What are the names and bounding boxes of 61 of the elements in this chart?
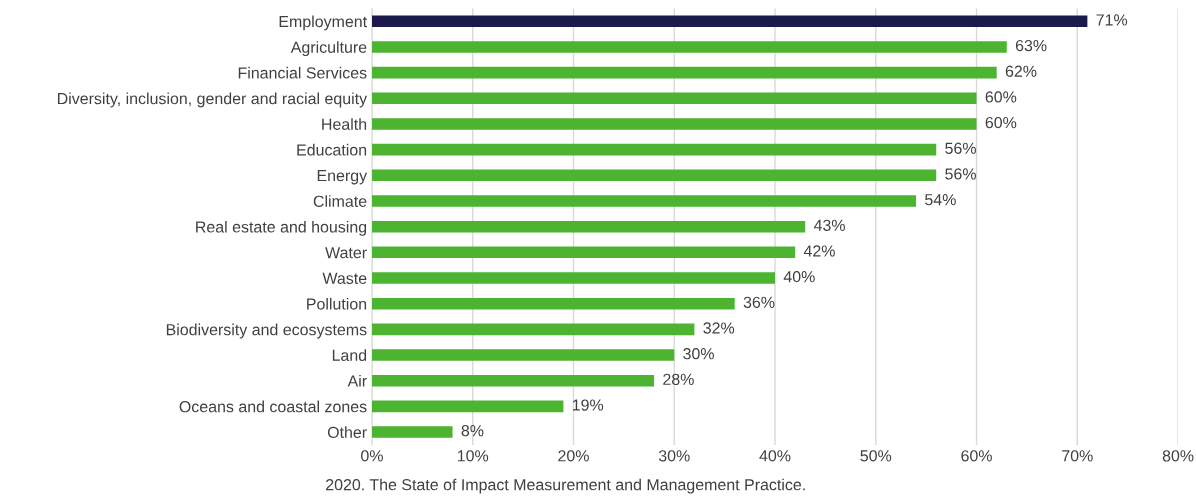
y-tick-label: Education — [297, 143, 367, 156]
bar — [371, 272, 776, 284]
y-tick-label: Biodiversity and ecosystems — [166, 323, 367, 339]
data-label: 8% — [461, 425, 484, 437]
data-label: 60% — [985, 91, 1017, 103]
y-tick-label: Health — [322, 118, 367, 130]
x-tick-label: 20% — [558, 450, 589, 462]
y-tick-label: Financial Services — [238, 66, 367, 79]
y-tick-label: Energy — [317, 170, 368, 185]
x-tick-label: 50% — [860, 450, 892, 462]
x-tick-label: 30% — [658, 450, 690, 462]
y-tick-label: Waste — [322, 272, 367, 284]
bar — [371, 323, 695, 336]
bar — [371, 297, 735, 310]
bar — [371, 220, 806, 233]
y-tick-label: Oceans and coastal zones — [179, 400, 367, 413]
bar — [371, 400, 564, 413]
x-tick-label: 40% — [759, 450, 791, 462]
bar — [371, 426, 453, 438]
y-tick-label: Air — [347, 374, 367, 387]
data-label: 28% — [663, 373, 694, 386]
x-tick-label: 10% — [457, 450, 489, 462]
data-label: 54% — [925, 194, 956, 206]
data-label: 19% — [572, 399, 604, 411]
data-label: 32% — [703, 322, 735, 334]
data-label: 60% — [985, 116, 1017, 129]
x-tick-label: 70% — [1062, 450, 1093, 462]
y-tick-label: Real estate and housing — [196, 220, 367, 236]
bar — [371, 169, 937, 182]
data-label: 43% — [813, 219, 845, 231]
y-tick-label: Land — [332, 349, 367, 361]
text: 2020. The State of Impact Measurement and Management Practice. — [326, 478, 805, 494]
y-tick-label: Diversity, inclusion, gender and racial equity — [57, 92, 368, 108]
y-tick-label: Water — [325, 247, 367, 259]
bar — [371, 374, 655, 387]
bar — [371, 66, 997, 79]
y-tick-label: Climate — [313, 195, 367, 207]
bar — [371, 246, 796, 259]
bar — [371, 143, 937, 156]
x-tick-label: 60% — [961, 450, 992, 462]
y-tick-label: Employment — [279, 15, 367, 31]
y-tick-label: Other — [327, 426, 367, 439]
data-label: 63% — [1015, 39, 1047, 52]
data-label: 36% — [743, 296, 775, 308]
bar — [371, 195, 917, 207]
y-tick-label: Pollution — [307, 297, 367, 310]
bar — [371, 41, 1007, 53]
bar — [371, 15, 1088, 28]
data-label: 71% — [1096, 14, 1128, 26]
data-label: 42% — [803, 245, 835, 257]
y-tick-label: Agriculture — [290, 41, 367, 57]
data-label: 56% — [945, 142, 976, 154]
data-label: 56% — [945, 168, 976, 180]
data-label: 30% — [683, 348, 714, 360]
x-tick-label: 80% — [1162, 450, 1194, 462]
data-label: 62% — [1005, 65, 1037, 77]
bar — [371, 349, 675, 361]
data-label: 40% — [783, 271, 815, 283]
bar — [371, 92, 977, 105]
bar — [371, 118, 977, 130]
x-tick-label: 0% — [361, 450, 383, 462]
